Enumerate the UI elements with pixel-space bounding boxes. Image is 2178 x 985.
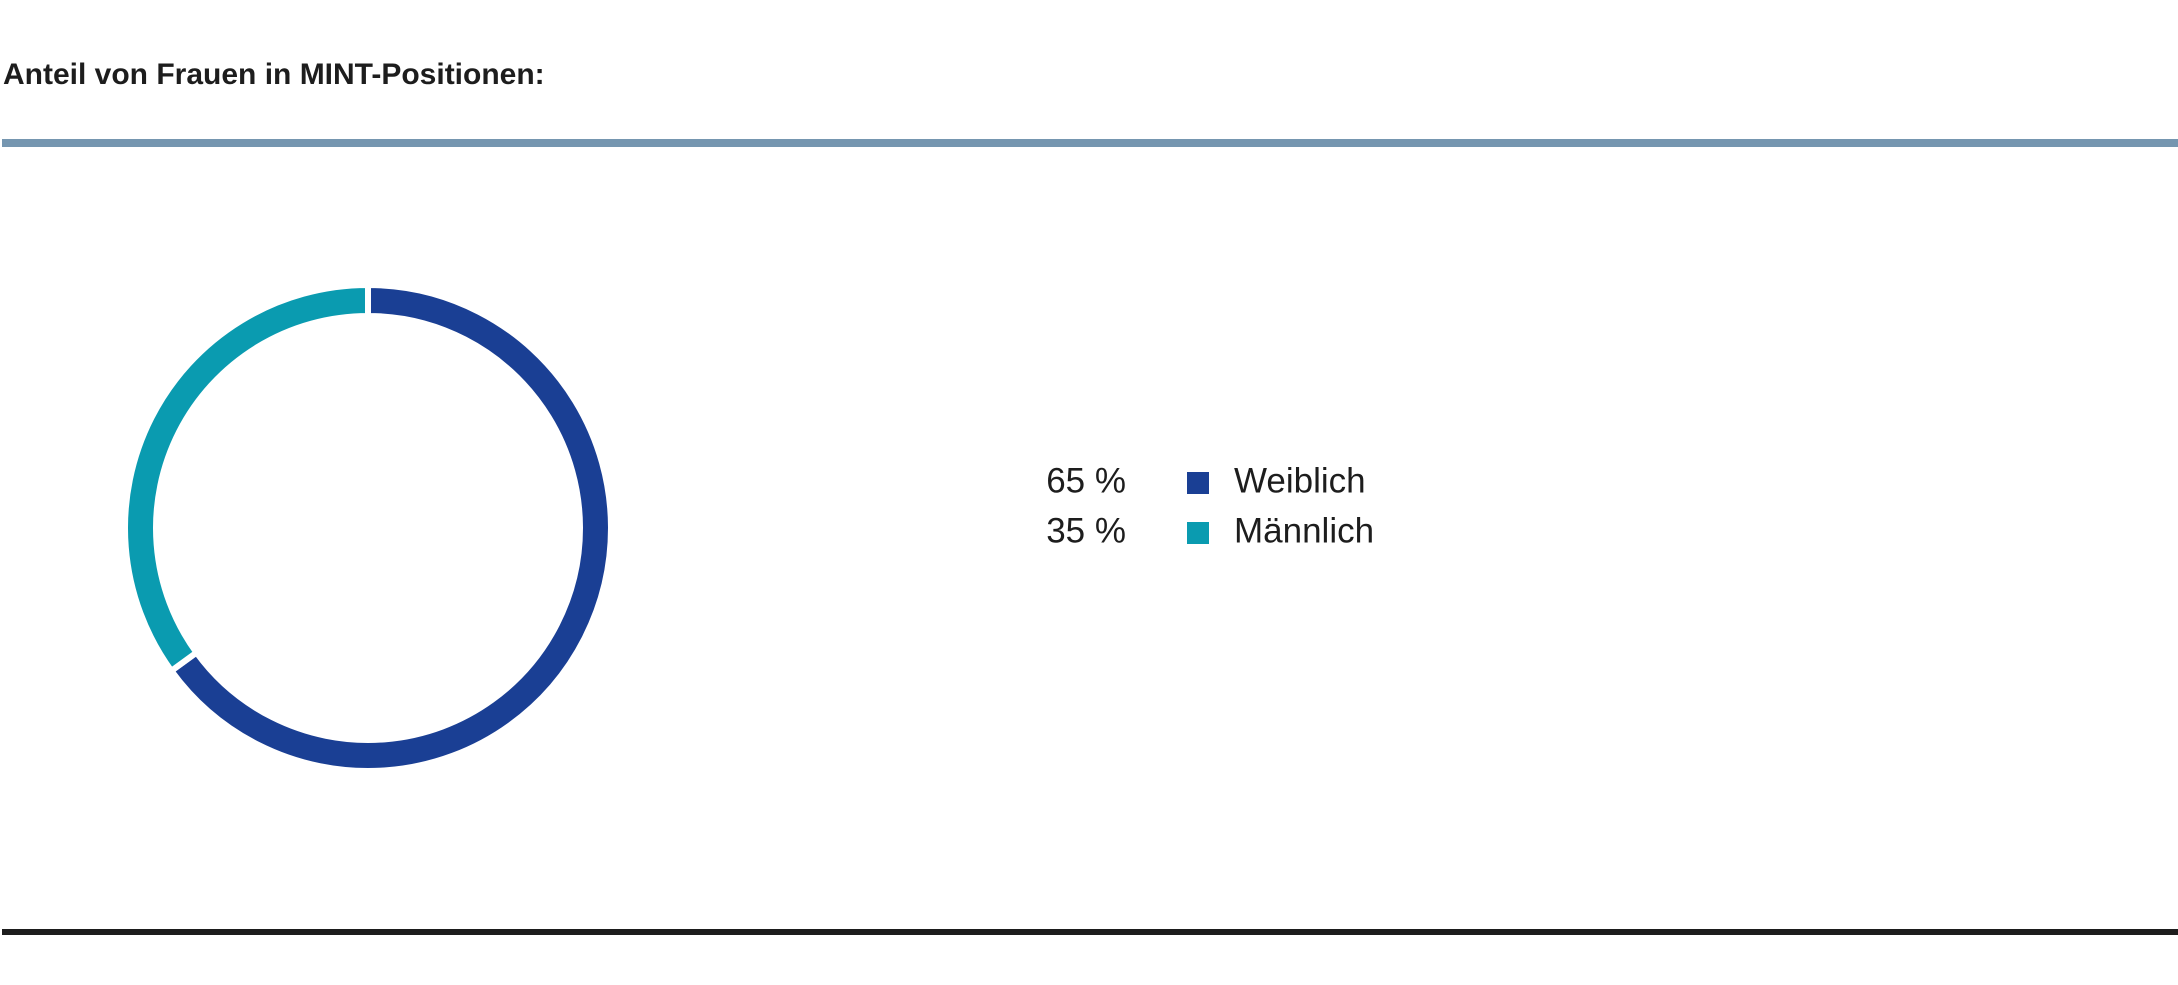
legend-label: Weiblich (1234, 461, 1366, 500)
pie-slice (122, 281, 371, 676)
footer-rule (2, 929, 2178, 935)
legend-label: Männlich (1234, 511, 1374, 550)
legend-value: 65 % (1046, 461, 1126, 500)
header-rule (2, 139, 2178, 147)
legend-swatch (1187, 472, 1209, 494)
legend-swatch (1187, 522, 1209, 544)
pie-slice (167, 281, 614, 774)
chart-title: Anteil von Frauen in MINT-Positionen: (3, 58, 545, 91)
legend-value: 35 % (1046, 511, 1126, 550)
